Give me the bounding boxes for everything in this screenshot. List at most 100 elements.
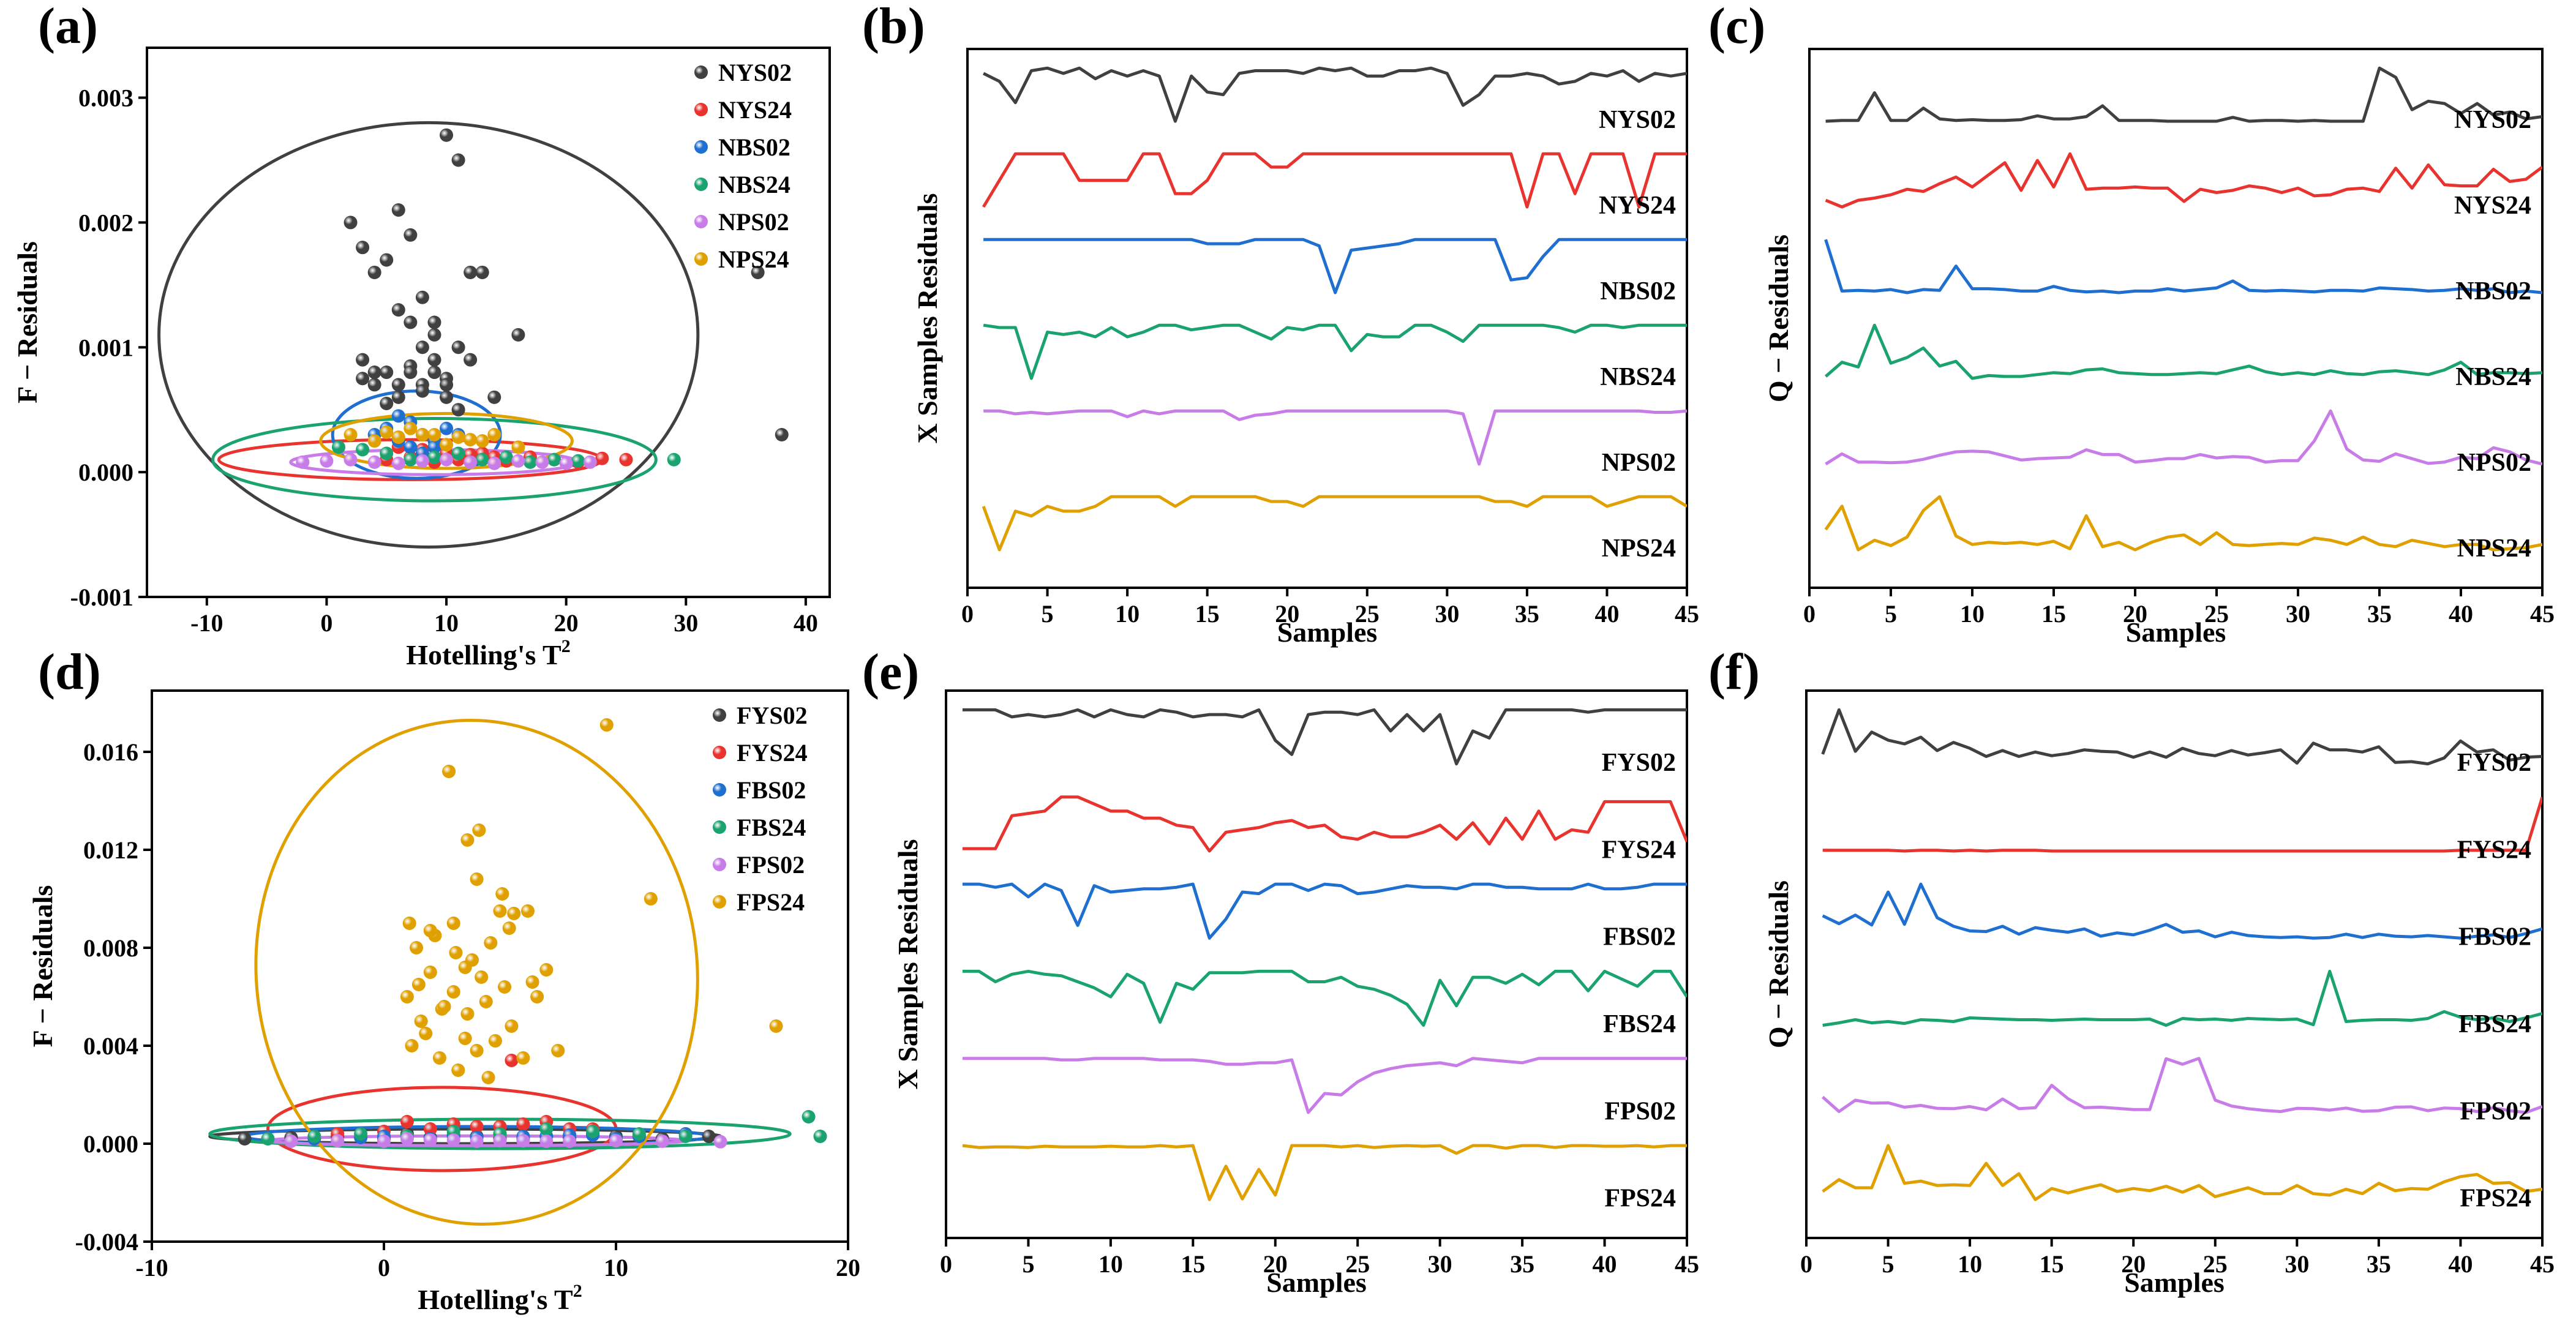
data-point-nbs24 <box>667 452 681 467</box>
x-tick-label: 10 <box>1960 600 1985 628</box>
y-tick-label: -0.004 <box>75 1228 138 1256</box>
data-point-fps02 <box>563 1135 577 1148</box>
x-tick-label: 15 <box>2041 600 2066 628</box>
data-point-fbs24 <box>539 1122 554 1136</box>
data-point-nys02 <box>367 378 381 392</box>
data-point-fps24 <box>516 1051 530 1065</box>
data-point-nys02 <box>451 403 465 417</box>
data-point-fps24 <box>520 904 535 918</box>
x-tick-label: 40 <box>794 609 818 637</box>
y-tick-label: 0.002 <box>78 209 133 236</box>
x-tick-label: 15 <box>1181 1250 1205 1278</box>
confidence-ellipse-fbs24 <box>208 1117 792 1150</box>
data-point-fys02 <box>702 1130 716 1143</box>
data-point-fps24 <box>451 1063 465 1077</box>
data-point-nps24 <box>440 438 454 452</box>
legend-marker-fbs24 <box>713 820 726 834</box>
x-axis-title-text: Hotelling's T <box>418 1284 573 1315</box>
data-point-nbs24 <box>427 450 441 464</box>
series-label-fps24: FPS24 <box>2460 1185 2531 1213</box>
y-axis-title: F − Residuals <box>27 885 58 1048</box>
data-point-fps24 <box>599 718 614 732</box>
data-point-nys02 <box>440 390 454 404</box>
panel-b: (b) 0 5 10 15 20 25 30 35 40 45 Samples X Samples Re… <box>862 0 1699 648</box>
series-label-fps02: FPS02 <box>2460 1097 2531 1125</box>
series-line-nys24 <box>982 152 1687 209</box>
x-axis-title-text: Hotelling's T <box>406 639 561 670</box>
panel-a: (a) -10 0 10 20 30 40 Hotelling's T2 F − Residua… <box>12 0 831 670</box>
data-point-nbs24 <box>571 454 585 468</box>
panel-letter-d: (d) <box>38 643 101 700</box>
x-axis-title: Samples <box>2124 1267 2225 1298</box>
data-point-nys02 <box>391 390 405 404</box>
legend-marker-nps24 <box>694 252 708 266</box>
data-point-fbs24 <box>632 1127 646 1141</box>
data-point-nys02 <box>404 315 418 329</box>
data-point-nys02 <box>367 366 381 380</box>
x-tick-label: 30 <box>2286 600 2310 628</box>
data-point-fps24 <box>769 1019 783 1033</box>
confidence-ellipse-nps24 <box>319 411 574 470</box>
data-point-fps02 <box>516 1134 530 1148</box>
data-point-nbs24 <box>404 452 418 467</box>
data-point-nps02 <box>367 455 381 469</box>
data-point-fps24 <box>475 970 489 984</box>
data-point-nbs24 <box>499 450 513 464</box>
data-point-fps24 <box>442 765 456 778</box>
data-point-nbs02 <box>404 440 418 454</box>
x-axis-title: Hotelling's T2 <box>406 636 570 670</box>
data-point-nys02 <box>404 366 418 380</box>
legend-marker-fbs02 <box>713 783 726 797</box>
series-line-fps24 <box>962 1144 1687 1201</box>
y-axis-title: X Samples Residuals <box>892 839 923 1090</box>
data-point-nys24 <box>595 451 609 465</box>
data-point-fps02 <box>446 1133 460 1147</box>
data-point-fps24 <box>644 892 658 906</box>
x-axis-title-text: Samples <box>2126 617 2226 648</box>
data-point-nys02 <box>451 340 465 354</box>
series-label-fys24: FYS24 <box>1602 836 1676 864</box>
x-tick-label: 35 <box>2367 600 2392 628</box>
data-point-nps24 <box>367 434 381 448</box>
x-tick-label: 25 <box>1355 600 1380 628</box>
x-tick-label: 0 <box>1800 1250 1812 1278</box>
panel-letter-b: (b) <box>862 0 925 54</box>
x-axis-title-text: Samples <box>2124 1267 2225 1298</box>
data-point-fps02 <box>284 1135 298 1148</box>
data-point-nps02 <box>440 452 454 467</box>
series-line-nbs02 <box>983 238 1687 294</box>
data-point-nps24 <box>427 427 441 441</box>
data-point-nys02 <box>427 366 441 380</box>
x-tick-label: 20 <box>2123 600 2147 628</box>
data-point-fps02 <box>470 1135 484 1148</box>
x-tick-label: 5 <box>1882 1250 1894 1278</box>
data-point-fps24 <box>470 1044 484 1057</box>
data-point-fps24 <box>551 1044 565 1057</box>
data-point-fps24 <box>400 990 414 1003</box>
x-tick-label: 10 <box>1098 1250 1123 1278</box>
data-point-nys02 <box>344 216 358 230</box>
x-axis-title-text: Samples <box>1277 617 1378 648</box>
legend-label-nps24: NPS24 <box>718 246 789 273</box>
x-axis-title: Hotelling's T2 <box>418 1281 582 1315</box>
x-tick-label: 20 <box>1275 600 1299 628</box>
series-line-nys02 <box>1825 66 2542 123</box>
x-axis-title-superscript: 2 <box>573 1281 582 1301</box>
data-point-nys02 <box>751 265 765 279</box>
data-point-fps24 <box>432 1051 446 1065</box>
series-line-nys24 <box>1825 152 2542 209</box>
data-point-fbs24 <box>307 1130 321 1143</box>
y-axis-title: Q − Residuals <box>1763 234 1794 402</box>
plot-frame <box>1808 48 2544 589</box>
legend-marker-nbs24 <box>694 178 708 191</box>
legend-label-fbs02: FBS02 <box>737 776 806 804</box>
data-point-nys02 <box>391 303 405 317</box>
data-point-nys02 <box>464 265 478 279</box>
series-line-fys02 <box>1821 708 2542 766</box>
legend-label-nys24: NYS24 <box>718 96 792 124</box>
y-tick-label: 0.000 <box>83 1130 138 1158</box>
series-line-nps24 <box>1824 495 2542 552</box>
legend-marker-fps24 <box>713 895 726 909</box>
legend-label-fps02: FPS02 <box>737 851 805 879</box>
